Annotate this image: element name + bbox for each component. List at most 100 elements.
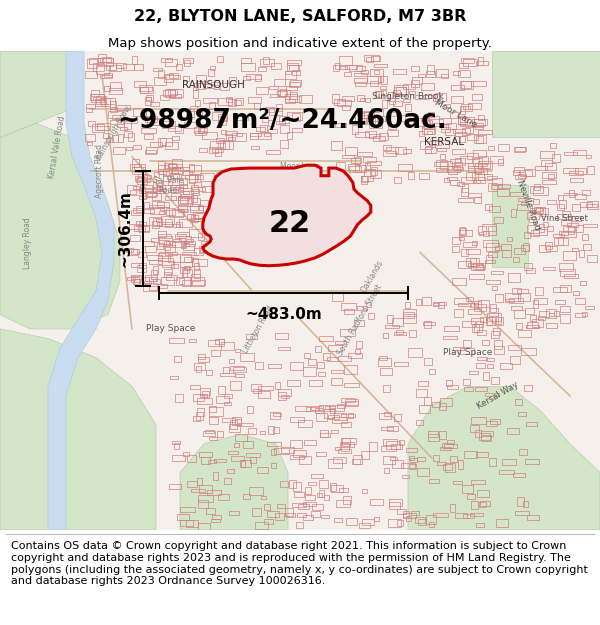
Bar (157, 222, 172, 226)
Bar (166, 75, 180, 79)
Bar (225, 131, 237, 135)
Text: Rainsough Brow: Rainsough Brow (95, 104, 133, 162)
Bar (275, 513, 284, 520)
Bar (184, 258, 193, 262)
Bar (220, 373, 235, 376)
Bar (166, 245, 175, 252)
Bar (439, 431, 446, 439)
Bar (557, 214, 571, 219)
Bar (311, 474, 323, 478)
Bar (274, 448, 289, 454)
Bar (275, 333, 288, 339)
Bar (475, 388, 487, 391)
Bar (260, 496, 266, 499)
Bar (143, 202, 149, 208)
Bar (518, 412, 526, 416)
Bar (191, 274, 200, 281)
Bar (472, 318, 483, 324)
Bar (174, 356, 181, 362)
Bar (479, 503, 487, 507)
Bar (138, 174, 148, 181)
Bar (360, 98, 365, 101)
Bar (474, 166, 481, 173)
Bar (100, 74, 112, 78)
Bar (582, 312, 587, 316)
Bar (158, 165, 169, 171)
Bar (117, 119, 124, 127)
Bar (179, 179, 187, 185)
Bar (158, 253, 170, 261)
Bar (332, 418, 347, 423)
Bar (559, 263, 573, 271)
Bar (471, 480, 485, 484)
Bar (196, 366, 202, 372)
Bar (130, 191, 142, 195)
Bar (447, 177, 457, 181)
Bar (194, 269, 200, 278)
Bar (482, 340, 488, 344)
Text: Moor Lane: Moor Lane (280, 162, 320, 171)
Bar (223, 368, 229, 372)
Bar (475, 119, 487, 125)
Bar (186, 109, 194, 117)
Bar (481, 431, 493, 436)
Bar (145, 246, 156, 252)
Bar (308, 482, 316, 485)
Bar (128, 249, 137, 255)
Bar (144, 281, 151, 284)
Bar (364, 112, 374, 119)
Bar (472, 119, 485, 126)
Bar (204, 229, 212, 234)
Bar (165, 59, 177, 66)
Bar (417, 456, 425, 461)
Bar (395, 330, 403, 334)
Bar (436, 69, 448, 77)
Bar (515, 174, 524, 179)
Bar (384, 412, 391, 416)
Bar (476, 61, 488, 65)
Bar (335, 172, 344, 176)
Bar (491, 331, 499, 338)
Bar (212, 112, 227, 120)
Bar (478, 174, 492, 180)
Bar (182, 269, 191, 277)
Bar (561, 220, 571, 225)
Bar (542, 172, 556, 178)
Bar (356, 66, 365, 71)
Bar (169, 254, 180, 261)
Bar (415, 517, 425, 523)
Bar (131, 276, 142, 282)
Bar (281, 447, 294, 452)
Bar (110, 82, 121, 90)
Bar (491, 184, 502, 189)
Bar (445, 464, 455, 472)
Bar (487, 255, 492, 263)
Bar (175, 126, 183, 133)
Bar (341, 438, 356, 444)
Bar (217, 431, 223, 437)
Bar (230, 421, 236, 429)
Bar (172, 441, 180, 444)
Bar (521, 245, 529, 251)
Bar (587, 255, 597, 262)
Bar (218, 114, 227, 121)
Bar (191, 215, 198, 222)
Bar (475, 168, 487, 174)
Bar (334, 518, 341, 522)
Bar (512, 288, 521, 294)
Bar (278, 389, 291, 396)
Bar (434, 162, 448, 166)
Bar (369, 134, 380, 138)
Bar (500, 362, 512, 369)
Bar (365, 163, 370, 170)
Bar (142, 188, 155, 193)
Bar (328, 344, 341, 351)
Bar (251, 146, 259, 149)
Bar (476, 136, 483, 143)
Bar (137, 252, 146, 258)
Bar (259, 68, 266, 71)
Bar (480, 501, 490, 506)
Bar (394, 176, 401, 182)
Bar (165, 89, 175, 97)
Bar (546, 323, 557, 328)
